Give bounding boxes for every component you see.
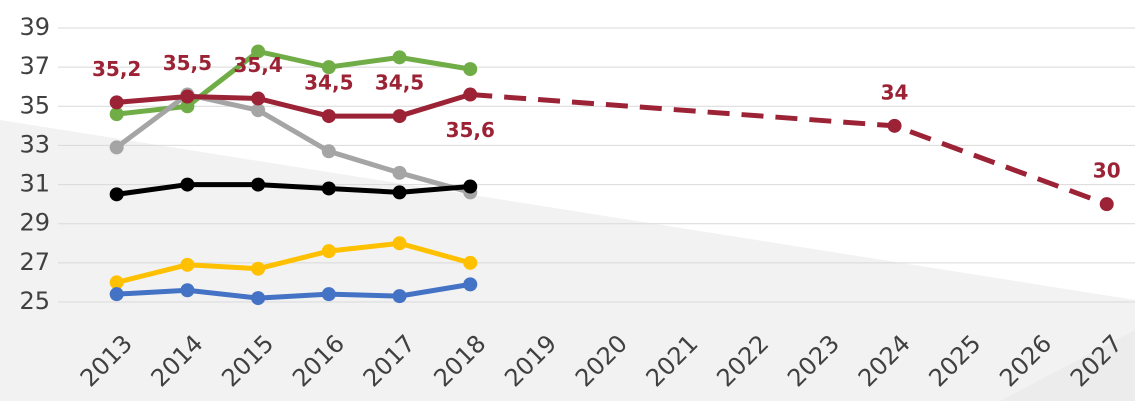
data-point xyxy=(251,177,266,192)
y-tick-label: 25 xyxy=(19,287,50,315)
y-tick-label: 37 xyxy=(19,52,50,80)
data-point xyxy=(109,187,124,202)
data-point xyxy=(180,257,195,272)
series-line xyxy=(116,240,471,285)
data-label: 35,5 xyxy=(163,51,212,75)
series-line xyxy=(115,91,471,195)
data-point xyxy=(392,185,407,200)
data-point xyxy=(463,62,478,77)
data-point xyxy=(251,291,266,306)
data-point xyxy=(887,118,902,133)
data-point xyxy=(109,95,124,110)
data-point xyxy=(321,60,336,75)
data-point xyxy=(180,283,195,298)
series-line xyxy=(116,182,471,197)
data-point xyxy=(392,165,407,180)
data-point xyxy=(109,275,124,290)
data-label: 34,5 xyxy=(375,71,424,95)
y-tick-label: 39 xyxy=(19,13,50,41)
data-point xyxy=(392,289,407,304)
data-point xyxy=(109,107,124,122)
data-label: 34 xyxy=(881,80,909,104)
data-point xyxy=(321,244,336,259)
data-point xyxy=(180,177,195,192)
data-point xyxy=(321,144,336,159)
data-point xyxy=(321,109,336,124)
data-point xyxy=(463,255,478,270)
data-point xyxy=(180,89,195,104)
series-line xyxy=(116,92,471,119)
data-point xyxy=(321,287,336,302)
data-point xyxy=(180,99,195,114)
y-tick-label: 29 xyxy=(19,209,50,237)
data-point xyxy=(251,91,266,106)
data-point xyxy=(392,109,407,124)
y-tick-label: 27 xyxy=(19,248,50,276)
background-shape xyxy=(0,120,1135,401)
data-point xyxy=(392,236,407,251)
data-point xyxy=(321,181,336,196)
background-shape xyxy=(0,330,1135,401)
y-tick-label: 35 xyxy=(19,91,50,119)
series-line xyxy=(470,92,1108,207)
series-line xyxy=(116,281,471,301)
data-point xyxy=(109,287,124,302)
y-tick-label: 31 xyxy=(19,170,50,198)
data-label: 34,5 xyxy=(304,71,353,95)
data-point xyxy=(251,261,266,276)
data-label: 35,6 xyxy=(446,118,495,142)
data-label: 30 xyxy=(1093,159,1121,183)
data-point xyxy=(463,277,478,292)
y-tick-label: 33 xyxy=(19,130,50,158)
data-point xyxy=(392,50,407,65)
data-point xyxy=(251,44,266,59)
data-label: 35,4 xyxy=(233,53,282,77)
data-point xyxy=(251,103,266,118)
data-point xyxy=(109,140,124,155)
series-line xyxy=(116,48,471,117)
data-point xyxy=(1099,197,1114,212)
data-point xyxy=(463,179,478,194)
data-label: 35,2 xyxy=(92,57,141,81)
